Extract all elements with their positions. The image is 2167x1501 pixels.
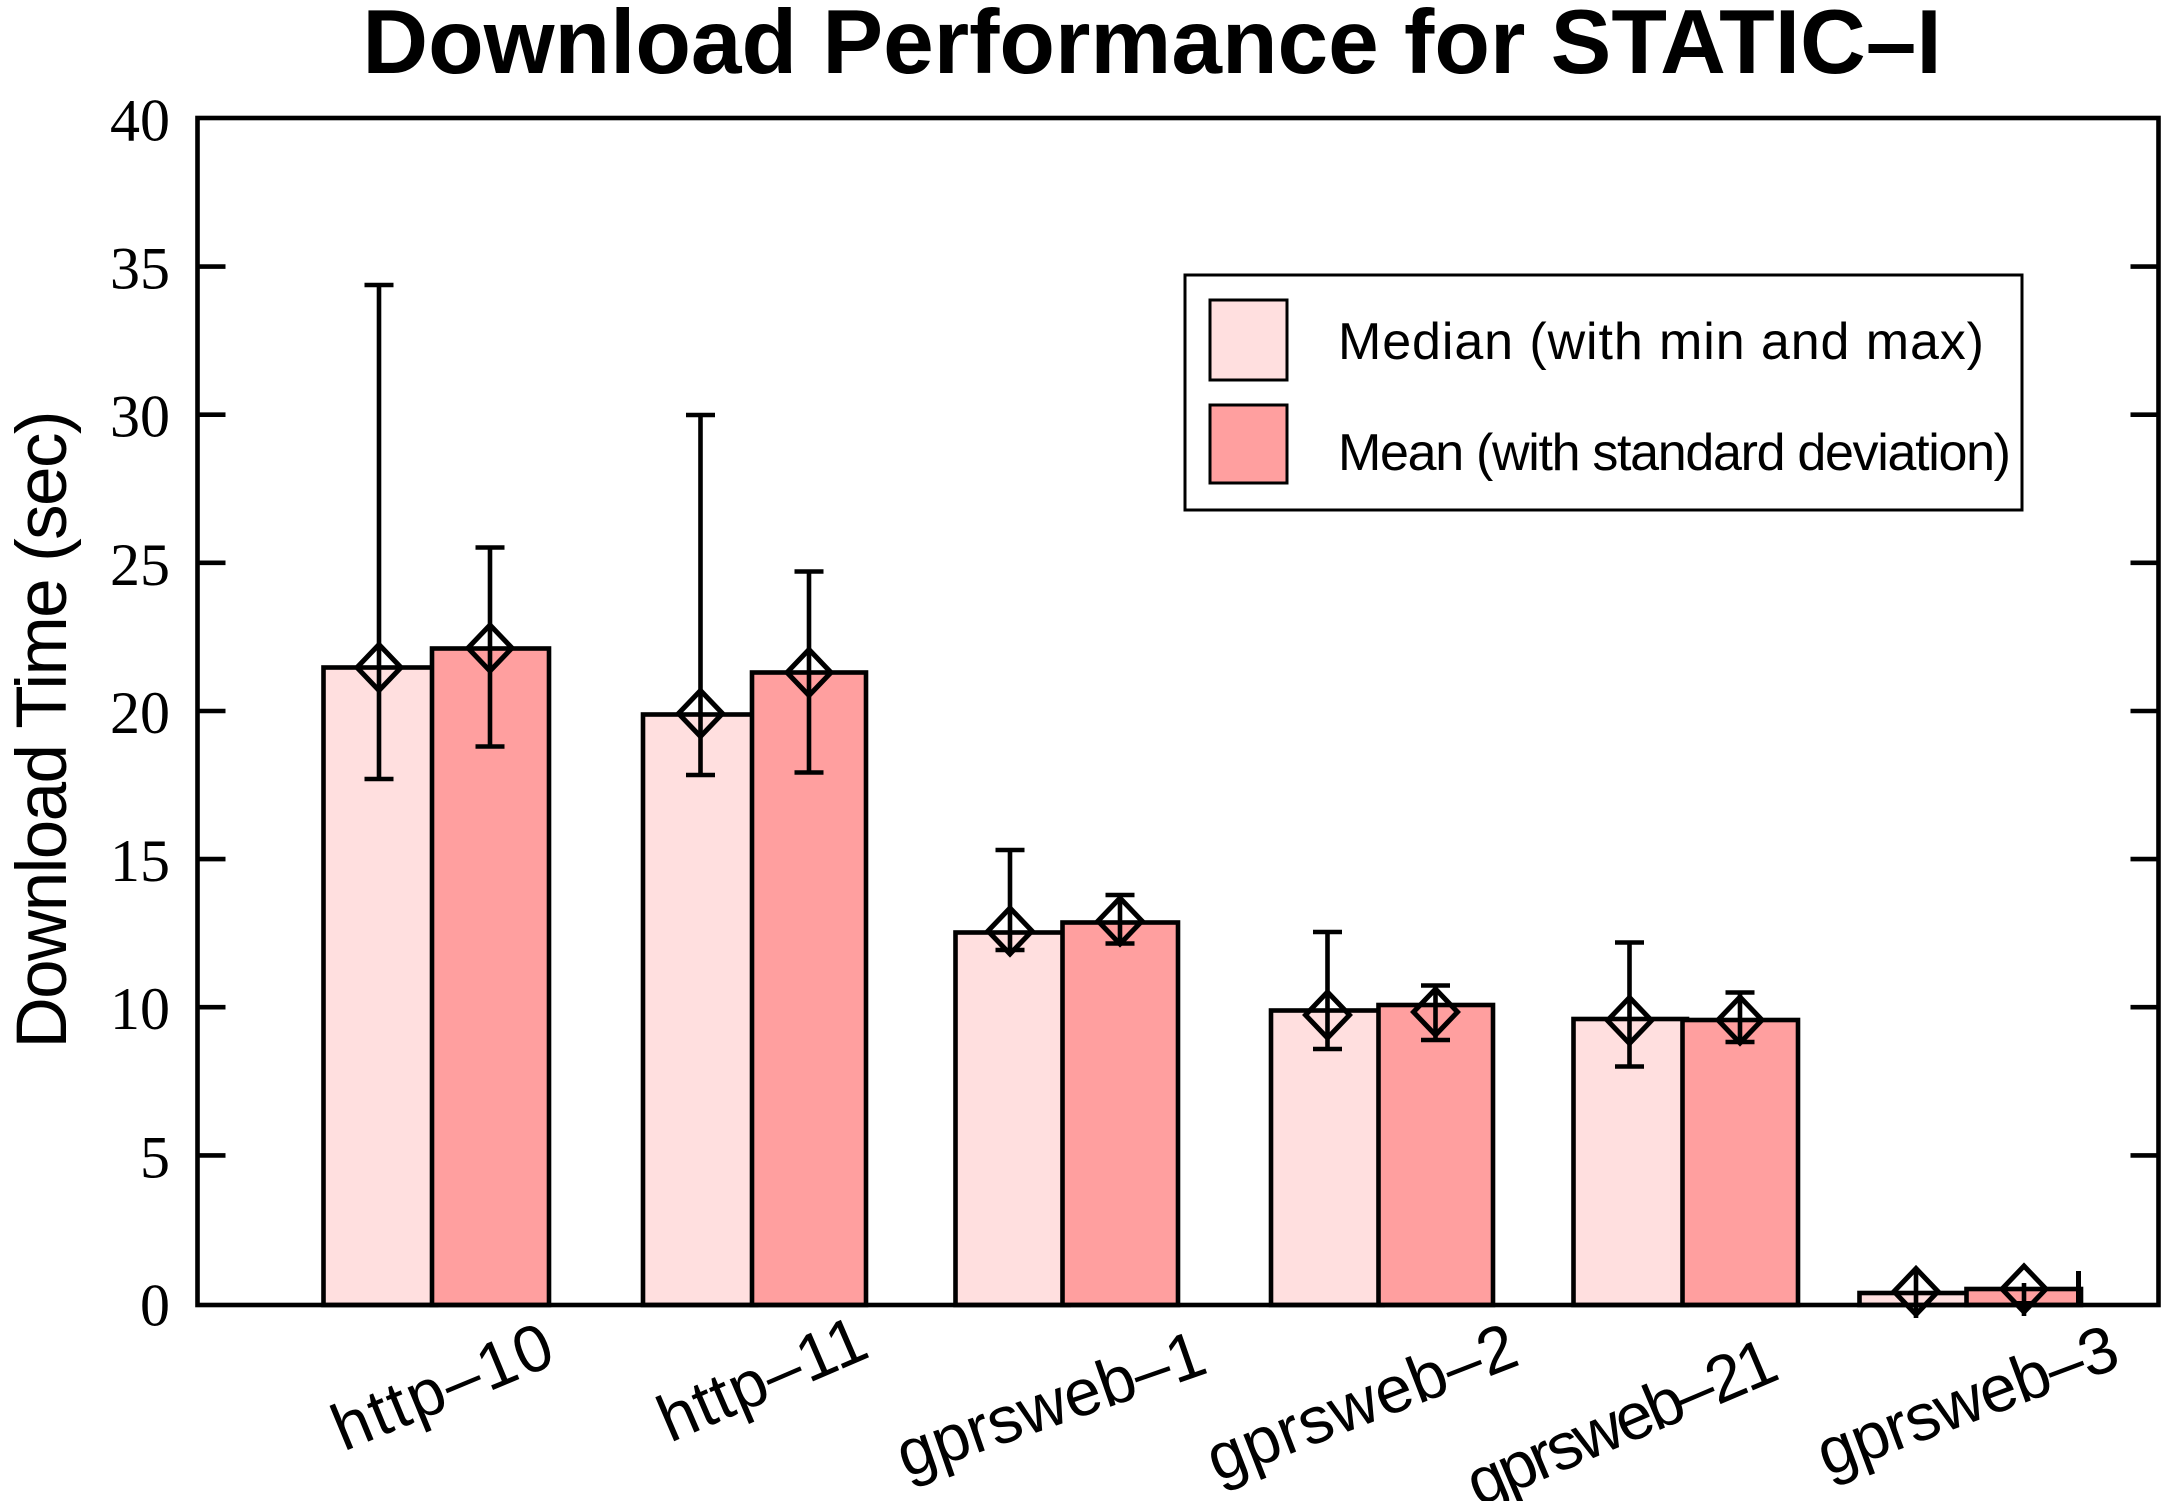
svg-text:Download Time (sec): Download Time (sec)	[3, 411, 82, 1049]
svg-text:20: 20	[110, 680, 170, 746]
svg-text:Median (with min and max): Median (with min and max)	[1338, 313, 1984, 371]
svg-text:40: 40	[110, 87, 170, 153]
svg-text:35: 35	[110, 236, 170, 302]
svg-text:10: 10	[110, 976, 170, 1042]
svg-text:0: 0	[140, 1273, 170, 1339]
svg-text:5: 5	[140, 1124, 170, 1190]
svg-text:15: 15	[110, 828, 170, 894]
svg-text:Mean (with standard deviation): Mean (with standard deviation)	[1338, 424, 2011, 482]
svg-text:Download Performance for STATI: Download Performance for STATIC–I	[362, 0, 1941, 93]
svg-text:30: 30	[110, 384, 170, 450]
svg-text:25: 25	[110, 532, 170, 598]
